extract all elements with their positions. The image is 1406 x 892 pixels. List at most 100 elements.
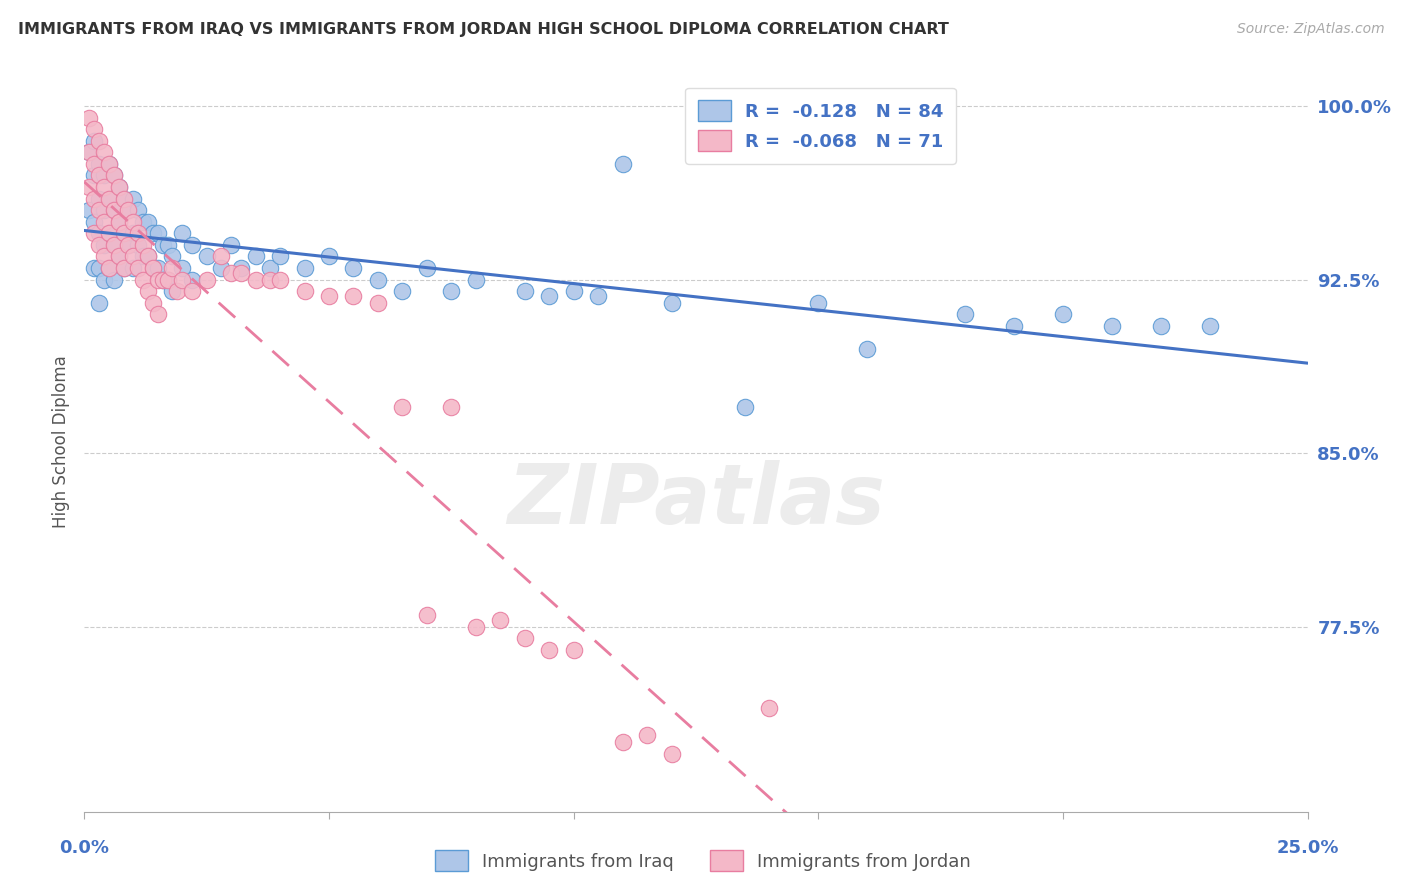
Point bbox=[87, 203, 110, 218]
Point bbox=[440, 400, 463, 414]
Point bbox=[259, 272, 281, 286]
Point bbox=[136, 284, 159, 298]
Point bbox=[294, 284, 316, 298]
Point bbox=[87, 295, 110, 310]
Point bbox=[112, 192, 135, 206]
Point bbox=[112, 192, 135, 206]
Point bbox=[87, 227, 110, 241]
Point bbox=[181, 284, 204, 298]
Point bbox=[97, 260, 120, 275]
Point bbox=[93, 180, 115, 194]
Point bbox=[127, 238, 149, 252]
Point bbox=[162, 260, 184, 275]
Point bbox=[259, 260, 281, 275]
Point bbox=[97, 157, 120, 171]
Point bbox=[152, 272, 174, 286]
Point bbox=[77, 180, 100, 194]
Point bbox=[146, 227, 169, 241]
Point bbox=[136, 215, 159, 229]
Point bbox=[562, 284, 585, 298]
Point bbox=[87, 134, 110, 148]
Text: ZIPatlas: ZIPatlas bbox=[508, 460, 884, 541]
Point bbox=[181, 272, 204, 286]
Point bbox=[107, 249, 129, 263]
Point bbox=[142, 295, 165, 310]
Point bbox=[112, 260, 135, 275]
Point bbox=[93, 215, 115, 229]
Point bbox=[229, 266, 252, 280]
Point bbox=[219, 266, 242, 280]
Point bbox=[209, 249, 232, 263]
Point bbox=[93, 249, 115, 263]
Legend: Immigrants from Iraq, Immigrants from Jordan: Immigrants from Iraq, Immigrants from Jo… bbox=[427, 843, 979, 879]
Point bbox=[856, 342, 879, 356]
Point bbox=[87, 260, 110, 275]
Point bbox=[136, 249, 159, 263]
Point bbox=[391, 400, 413, 414]
Point bbox=[136, 249, 159, 263]
Point bbox=[162, 249, 184, 263]
Point bbox=[142, 227, 165, 241]
Point bbox=[146, 272, 169, 286]
Point bbox=[83, 134, 105, 148]
Point bbox=[538, 289, 561, 303]
Point bbox=[122, 192, 145, 206]
Point bbox=[97, 227, 120, 241]
Point bbox=[127, 227, 149, 241]
Y-axis label: High School Diploma: High School Diploma bbox=[52, 355, 70, 528]
Point bbox=[156, 272, 179, 286]
Text: 0.0%: 0.0% bbox=[59, 839, 110, 857]
Point bbox=[97, 260, 120, 275]
Point bbox=[122, 215, 145, 229]
Point bbox=[318, 249, 340, 263]
Point bbox=[93, 238, 115, 252]
Legend: R =  -0.128   N = 84, R =  -0.068   N = 71: R = -0.128 N = 84, R = -0.068 N = 71 bbox=[686, 87, 956, 164]
Point bbox=[117, 203, 139, 218]
Point bbox=[103, 272, 125, 286]
Point bbox=[132, 238, 155, 252]
Point bbox=[83, 169, 105, 183]
Point bbox=[586, 289, 609, 303]
Point bbox=[416, 260, 439, 275]
Point bbox=[77, 145, 100, 160]
Point bbox=[83, 260, 105, 275]
Text: Source: ZipAtlas.com: Source: ZipAtlas.com bbox=[1237, 22, 1385, 37]
Point bbox=[127, 260, 149, 275]
Point bbox=[83, 157, 105, 171]
Point bbox=[117, 238, 139, 252]
Text: IMMIGRANTS FROM IRAQ VS IMMIGRANTS FROM JORDAN HIGH SCHOOL DIPLOMA CORRELATION C: IMMIGRANTS FROM IRAQ VS IMMIGRANTS FROM … bbox=[18, 22, 949, 37]
Point bbox=[172, 272, 194, 286]
Point bbox=[77, 145, 100, 160]
Point bbox=[1101, 318, 1123, 333]
Point bbox=[103, 169, 125, 183]
Text: 25.0%: 25.0% bbox=[1277, 839, 1339, 857]
Point bbox=[112, 260, 135, 275]
Point bbox=[166, 284, 188, 298]
Point bbox=[661, 747, 683, 761]
Point bbox=[127, 203, 149, 218]
Point bbox=[103, 169, 125, 183]
Point bbox=[97, 192, 120, 206]
Point bbox=[112, 227, 135, 241]
Point bbox=[142, 260, 165, 275]
Point bbox=[172, 260, 194, 275]
Point bbox=[953, 307, 976, 321]
Point bbox=[342, 289, 364, 303]
Point bbox=[107, 180, 129, 194]
Point bbox=[122, 260, 145, 275]
Point bbox=[103, 203, 125, 218]
Point bbox=[195, 272, 218, 286]
Point bbox=[229, 260, 252, 275]
Point bbox=[146, 260, 169, 275]
Point bbox=[367, 295, 389, 310]
Point bbox=[181, 238, 204, 252]
Point bbox=[195, 249, 218, 263]
Point bbox=[269, 249, 291, 263]
Point bbox=[758, 700, 780, 714]
Point bbox=[294, 260, 316, 275]
Point bbox=[117, 238, 139, 252]
Point bbox=[209, 260, 232, 275]
Point bbox=[107, 215, 129, 229]
Point bbox=[245, 272, 267, 286]
Point bbox=[464, 272, 486, 286]
